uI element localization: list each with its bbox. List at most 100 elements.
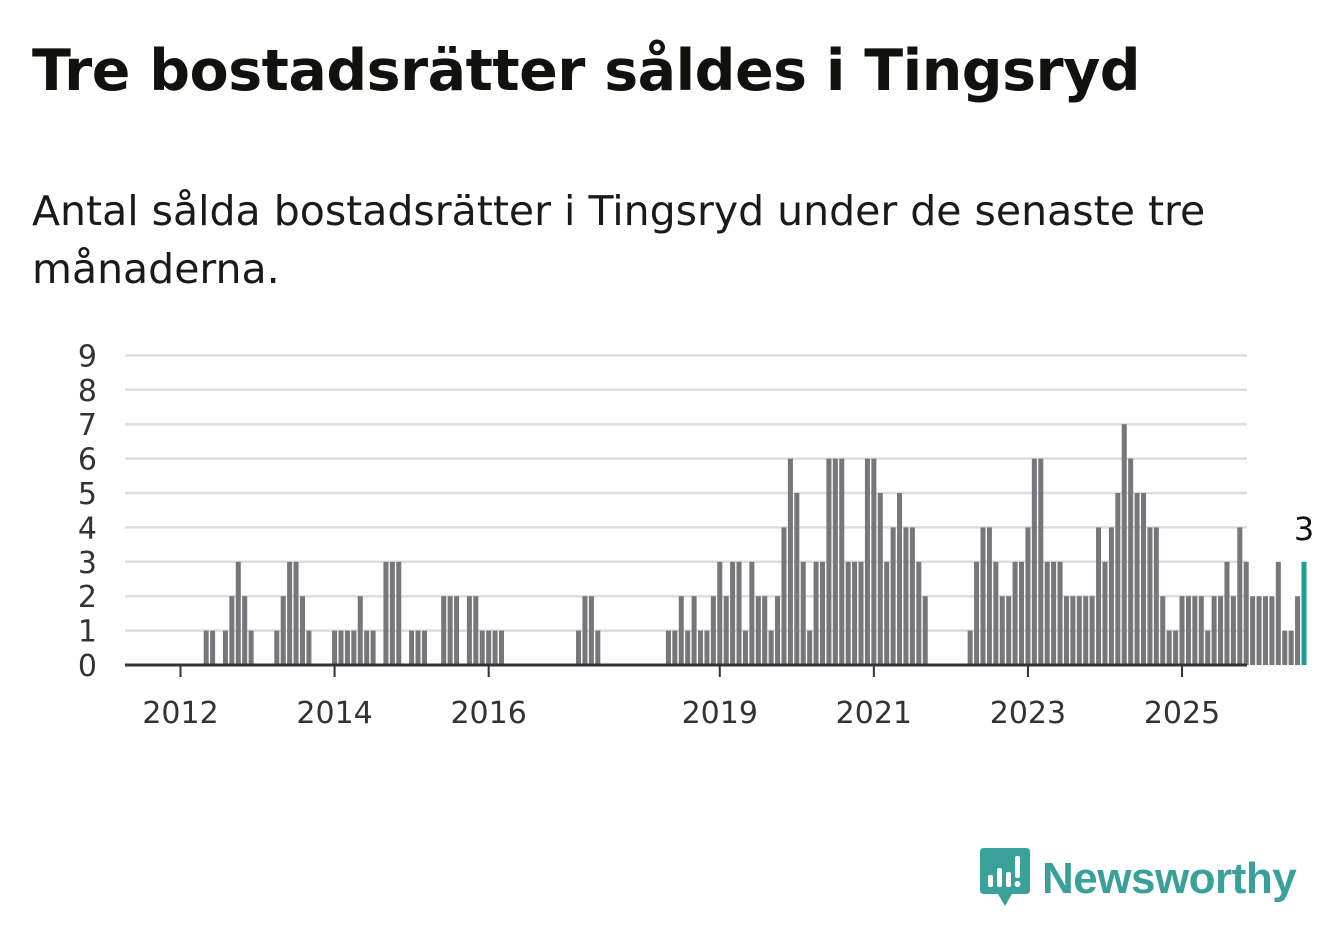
bar <box>1012 561 1018 665</box>
bar <box>576 630 582 665</box>
y-tick-label: 2 <box>78 580 97 615</box>
bar <box>1128 458 1134 665</box>
bar <box>1057 561 1063 665</box>
bar <box>1173 630 1179 665</box>
bar <box>730 561 736 665</box>
bar <box>1147 527 1153 665</box>
bar <box>235 561 241 665</box>
bar <box>229 596 235 665</box>
bar <box>473 596 479 665</box>
bar <box>1115 493 1121 665</box>
bar <box>415 630 421 665</box>
bar <box>364 630 370 665</box>
bar <box>595 630 601 665</box>
bar <box>794 493 800 665</box>
bar <box>1063 596 1069 665</box>
bar <box>871 458 877 665</box>
bar <box>839 458 845 665</box>
bar <box>293 561 299 665</box>
bar <box>755 596 761 665</box>
bar <box>454 596 460 665</box>
bar <box>582 596 588 665</box>
bar <box>1083 596 1089 665</box>
bar <box>698 630 704 665</box>
bar <box>678 596 684 665</box>
bar <box>1102 561 1108 665</box>
bar <box>1282 630 1288 665</box>
bar <box>466 596 472 665</box>
bar <box>736 561 742 665</box>
bar <box>498 630 505 665</box>
bar <box>1025 527 1031 665</box>
bar <box>723 596 729 665</box>
bar <box>1051 561 1057 665</box>
bar <box>370 630 376 665</box>
bar <box>1108 527 1114 665</box>
bar <box>845 561 851 665</box>
bar <box>287 561 293 665</box>
bar <box>858 561 864 665</box>
bar <box>389 561 395 665</box>
bar <box>1192 596 1198 665</box>
bar <box>1031 458 1037 665</box>
y-tick-label: 9 <box>78 339 97 374</box>
bar <box>1250 596 1256 665</box>
bar <box>1134 493 1140 665</box>
x-tick-label: 2016 <box>450 696 526 731</box>
bar <box>897 493 903 665</box>
y-tick-label: 0 <box>78 649 97 684</box>
bar <box>864 458 870 665</box>
bar <box>1140 493 1147 665</box>
bar <box>742 630 748 665</box>
bar <box>813 561 819 665</box>
bar <box>1205 630 1211 665</box>
bar <box>1269 596 1275 665</box>
bar <box>768 630 774 665</box>
bar <box>1237 527 1243 665</box>
bar <box>1038 458 1044 665</box>
bar <box>1295 596 1301 665</box>
bar <box>1076 596 1082 665</box>
x-tick-label: 2014 <box>296 696 372 731</box>
bar <box>299 596 305 665</box>
bar <box>665 630 671 665</box>
bar <box>916 561 922 665</box>
bar <box>274 630 280 665</box>
y-tick-label: 3 <box>78 546 97 581</box>
bar <box>974 561 980 665</box>
bar <box>280 596 286 665</box>
bar <box>800 561 806 665</box>
bar <box>486 630 492 665</box>
x-tick-label: 2012 <box>142 696 218 731</box>
y-tick-label: 1 <box>78 615 97 650</box>
bar <box>1256 596 1262 665</box>
y-tick-label: 8 <box>78 374 97 409</box>
bar <box>1198 596 1204 665</box>
bar <box>492 630 498 665</box>
bar <box>781 527 787 665</box>
x-tick-label: 2019 <box>682 696 758 731</box>
bar <box>1019 561 1025 665</box>
bar <box>1218 596 1224 665</box>
bar <box>248 630 254 665</box>
bar <box>1275 561 1281 665</box>
x-axis-ticks: 2012 2014 2016 2019 2021 2023 2025 <box>142 665 1220 731</box>
bar <box>922 596 928 665</box>
bars <box>203 424 1307 665</box>
y-tick-label: 6 <box>78 443 97 478</box>
bar <box>832 458 838 665</box>
bar <box>447 596 453 665</box>
bar <box>890 527 896 665</box>
newsworthy-logo-icon <box>980 848 1030 906</box>
bar <box>1262 596 1268 665</box>
bar <box>396 561 402 665</box>
bar <box>351 630 357 665</box>
y-tick-label: 5 <box>78 477 97 512</box>
bar <box>1166 630 1172 665</box>
bar <box>1006 596 1012 665</box>
page-subtitle: Antal sålda bostadsrätter i Tingsryd und… <box>32 187 1206 293</box>
bar <box>884 561 890 665</box>
bar <box>691 596 697 665</box>
bar <box>993 561 999 665</box>
